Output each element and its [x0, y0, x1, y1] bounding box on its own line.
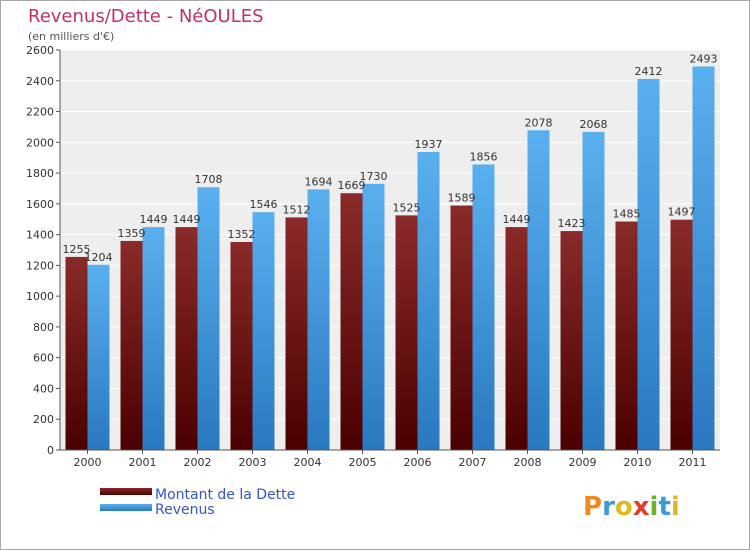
y-tick-label: 800: [33, 321, 54, 334]
bar-revenus: [637, 78, 660, 450]
bar-revenus: [197, 187, 220, 450]
data-label: 1589: [448, 192, 476, 205]
bar-revenus: [417, 152, 440, 450]
y-tick-label: 2200: [26, 106, 54, 119]
bar-debt: [175, 227, 198, 450]
data-label: 1449: [173, 213, 201, 226]
bar-debt: [65, 256, 88, 450]
legend-swatch-revenus: [100, 504, 152, 511]
logo-letter: x: [633, 492, 650, 522]
y-tick-label: 1800: [26, 167, 54, 180]
y-tick-label: 0: [47, 444, 54, 457]
y-tick-label: 1000: [26, 290, 54, 303]
bar-debt: [615, 221, 638, 450]
bar-revenus: [362, 183, 385, 450]
bar-revenus: [142, 227, 165, 450]
logo-letter: t: [658, 492, 670, 522]
bar-revenus: [87, 264, 110, 450]
data-label: 1204: [85, 251, 113, 264]
x-tick-label: 2011: [679, 456, 707, 469]
plot-area: [60, 50, 720, 450]
data-label: 2412: [635, 65, 663, 78]
x-tick-label: 2010: [624, 456, 652, 469]
data-label: 1423: [558, 217, 586, 230]
data-label: 2068: [580, 118, 608, 131]
chart-subtitle: (en milliers d'€): [28, 30, 114, 43]
x-tick-label: 2004: [294, 456, 322, 469]
bar-debt: [120, 240, 143, 450]
data-label: 1730: [360, 170, 388, 183]
logo-letter: i: [671, 492, 680, 522]
y-tick-label: 2000: [26, 136, 54, 149]
y-tick-label: 2600: [26, 44, 54, 57]
logo-letter: i: [650, 492, 659, 522]
y-tick-label: 400: [33, 382, 54, 395]
data-label: 1497: [668, 206, 696, 219]
x-tick-label: 2006: [404, 456, 432, 469]
x-tick-label: 2002: [184, 456, 212, 469]
bar-revenus: [307, 189, 330, 450]
bar-revenus: [527, 130, 550, 451]
data-label: 1449: [140, 213, 168, 226]
y-tick-label: 2400: [26, 75, 54, 88]
data-label: 1708: [195, 173, 223, 186]
data-label: 1485: [613, 208, 641, 221]
y-tick-label: 200: [33, 413, 54, 426]
y-tick-label: 1200: [26, 259, 54, 272]
bar-debt: [230, 242, 253, 450]
bar-debt: [560, 231, 583, 450]
x-tick-label: 2008: [514, 456, 542, 469]
legend-label-debt: Montant de la Dette: [155, 487, 295, 503]
data-label: 1352: [228, 228, 256, 241]
data-label: 1937: [415, 138, 443, 151]
data-label: 1669: [338, 179, 366, 192]
x-tick-label: 2003: [239, 456, 267, 469]
proxiti-logo: Proxiti: [583, 492, 680, 522]
logo-letter: o: [615, 492, 633, 522]
data-label: 1512: [283, 203, 311, 216]
data-label: 2078: [525, 116, 553, 129]
data-label: 1359: [118, 227, 146, 240]
data-label: 1255: [63, 243, 91, 256]
logo-letter: P: [583, 492, 602, 522]
bar-revenus: [692, 66, 715, 450]
data-label: 1856: [470, 150, 498, 163]
logo-text: Proxiti: [583, 492, 680, 522]
y-tick-label: 600: [33, 352, 54, 365]
y-tick-label: 1600: [26, 198, 54, 211]
data-label: 1546: [250, 198, 278, 211]
x-tick-label: 2005: [349, 456, 377, 469]
x-tick-label: 2001: [129, 456, 157, 469]
x-tick-label: 2007: [459, 456, 487, 469]
legend: Montant de la Dette Revenus: [100, 487, 295, 518]
data-label: 2493: [690, 52, 718, 65]
data-label: 1694: [305, 175, 333, 188]
bar-debt: [505, 227, 528, 450]
bar-debt: [450, 205, 473, 450]
y-tick-label: 1400: [26, 229, 54, 242]
legend-swatch-debt: [100, 488, 152, 495]
bar-debt: [670, 219, 693, 450]
bar-revenus: [252, 212, 275, 450]
logo-letter: r: [602, 492, 615, 522]
x-tick-label: 2009: [569, 456, 597, 469]
chart-title: Revenus/Dette - NéOULES: [28, 6, 264, 27]
data-label: 1449: [503, 213, 531, 226]
bar-debt: [340, 193, 363, 450]
bar-revenus: [582, 131, 605, 450]
bar-debt: [285, 217, 308, 450]
bar-debt: [395, 215, 418, 450]
data-label: 1525: [393, 201, 421, 214]
legend-label-revenus: Revenus: [155, 502, 215, 518]
bar-revenus: [472, 164, 495, 450]
x-tick-label: 2000: [74, 456, 102, 469]
